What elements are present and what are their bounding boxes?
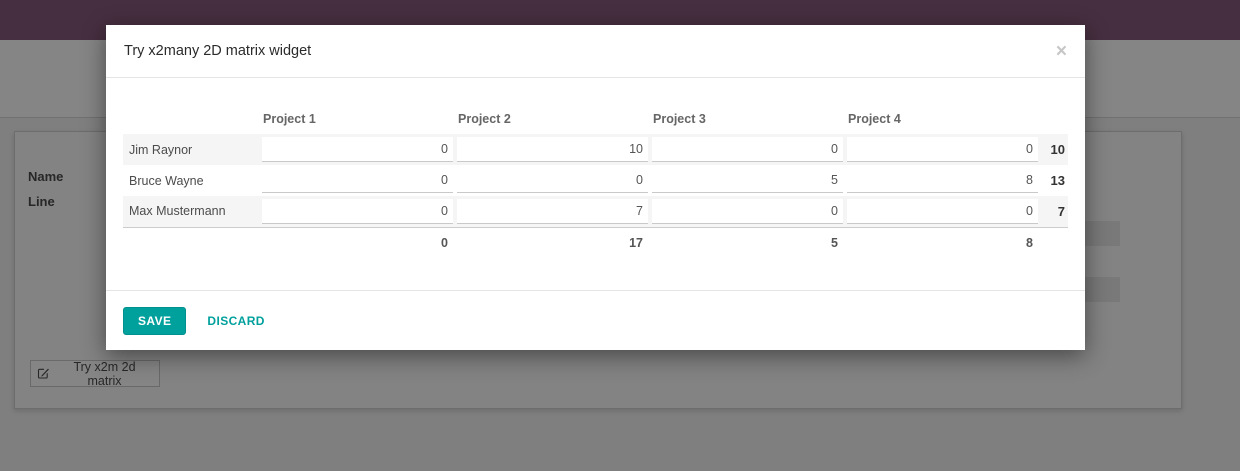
modal-title: Try x2many 2D matrix widget (124, 43, 312, 59)
matrix-header-row: Project 1 Project 2 Project 3 Project 4 (123, 106, 1068, 134)
column-total: 5 (650, 226, 845, 258)
column-header-project2: Project 2 (458, 112, 511, 126)
modal-header: Try x2many 2D matrix widget × (106, 25, 1085, 78)
try-x2m-matrix-button-label: Try x2m 2d matrix (73, 359, 136, 388)
matrix-cell-input[interactable] (847, 198, 1038, 224)
line-field-label: Line (28, 194, 55, 209)
matrix-modal: Try x2many 2D matrix widget × Project 1 … (106, 25, 1085, 350)
row-total: 10 (1050, 142, 1065, 157)
matrix-cell-input[interactable] (262, 198, 453, 224)
matrix-cell-input[interactable] (652, 168, 843, 193)
matrix-cell-input[interactable] (652, 198, 843, 224)
row-label: Bruce Wayne (129, 173, 204, 188)
matrix-cell-input[interactable] (457, 168, 648, 193)
matrix-row-max-mustermann: Max Mustermann 7 (123, 196, 1068, 227)
matrix-cell-input[interactable] (262, 168, 453, 193)
save-button[interactable]: SAVE (123, 306, 187, 335)
matrix-cell-input[interactable] (847, 168, 1038, 193)
matrix-row-bruce-wayne: Bruce Wayne 13 (123, 165, 1068, 196)
name-field-label: Name (28, 169, 64, 184)
modal-body: Project 1 Project 2 Project 3 Project 4 … (106, 78, 1085, 290)
row-total: 13 (1050, 173, 1065, 188)
try-x2m-matrix-button[interactable]: Try x2m 2d matrix (30, 359, 160, 388)
matrix-table: Project 1 Project 2 Project 3 Project 4 … (123, 106, 1068, 258)
matrix-cell-input[interactable] (847, 137, 1038, 162)
column-header-project4: Project 4 (848, 112, 901, 126)
grand-total-spacer (1040, 226, 1068, 258)
matrix-corner-cell (123, 106, 260, 134)
column-total: 17 (455, 226, 650, 258)
close-icon[interactable]: × (1055, 40, 1067, 62)
totals-row-spacer (123, 226, 260, 258)
column-header-project1: Project 1 (263, 112, 316, 126)
discard-button[interactable]: DISCARD (205, 308, 266, 334)
row-label: Max Mustermann (129, 204, 226, 219)
row-total-header (1040, 106, 1068, 134)
matrix-cell-input[interactable] (262, 137, 453, 162)
column-totals-row: 0 17 5 8 (123, 226, 1068, 258)
row-total: 7 (1057, 203, 1065, 219)
matrix-cell-input[interactable] (457, 198, 648, 224)
matrix-row-jim-raynor: Jim Raynor 10 (123, 134, 1068, 165)
column-total: 8 (845, 226, 1040, 258)
matrix-cell-input[interactable] (457, 137, 648, 162)
column-header-project3: Project 3 (653, 112, 706, 126)
modal-footer: SAVE DISCARD (106, 290, 1085, 350)
column-total: 0 (260, 226, 455, 258)
matrix-cell-input[interactable] (652, 137, 843, 162)
row-label: Jim Raynor (129, 142, 193, 157)
edit-pencil-icon (37, 367, 50, 380)
